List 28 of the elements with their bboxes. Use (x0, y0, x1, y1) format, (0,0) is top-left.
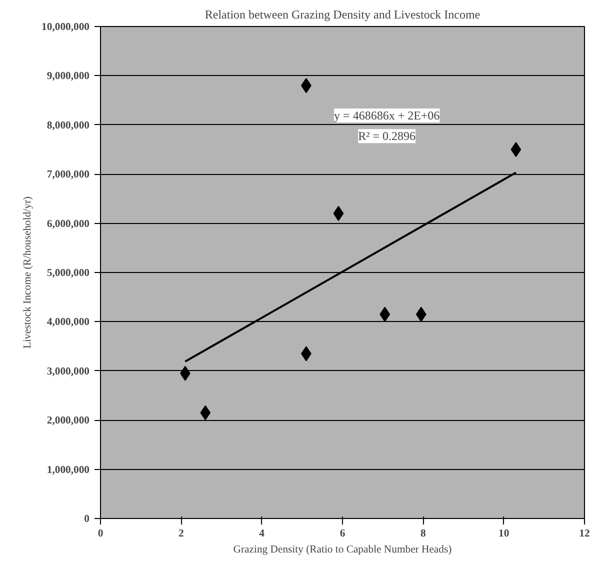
y-tick-label: 7,000,000 (46, 170, 90, 181)
x-tick-label: 8 (420, 528, 426, 540)
y-tick-label: 6,000,000 (46, 218, 90, 230)
y-tick-label: 10,000,000 (42, 22, 90, 33)
y-tick-label: 4,000,000 (46, 317, 90, 328)
y-tick-label: 1,000,000 (46, 464, 90, 476)
x-tick-label: 2 (178, 528, 184, 540)
chart-title: Relation between Grazing Density and Livestock Income (204, 8, 480, 22)
y-tick-label: 3,000,000 (46, 366, 90, 378)
x-axis-title: Grazing Density (Ratio to Capable Number Heads) (233, 544, 452, 556)
point (200, 405, 211, 420)
point (333, 206, 344, 221)
annotation: y = 468686x + 2E+06 (334, 108, 440, 122)
y-tick-label: 2,000,000 (46, 416, 90, 427)
y-tick-label: 5,000,000 (46, 268, 90, 279)
point (510, 142, 522, 157)
x-tick-label: 4 (259, 528, 266, 540)
y-tick-label: 9,000,000 (46, 71, 90, 82)
x-tick-label: 10 (498, 528, 510, 540)
y-tick-label: 0 (84, 514, 90, 525)
point (416, 306, 426, 322)
y-axis-title: Livestock Income (R/household/yr) (22, 196, 34, 349)
y-tick-label: 8,000,000 (46, 120, 90, 132)
x-tick-label: 6 (340, 528, 346, 540)
x-tick-label: 12 (579, 528, 590, 540)
x-tick-label: 0 (98, 528, 104, 540)
annotation: R² = 0.2896 (358, 129, 416, 144)
point (380, 306, 390, 322)
